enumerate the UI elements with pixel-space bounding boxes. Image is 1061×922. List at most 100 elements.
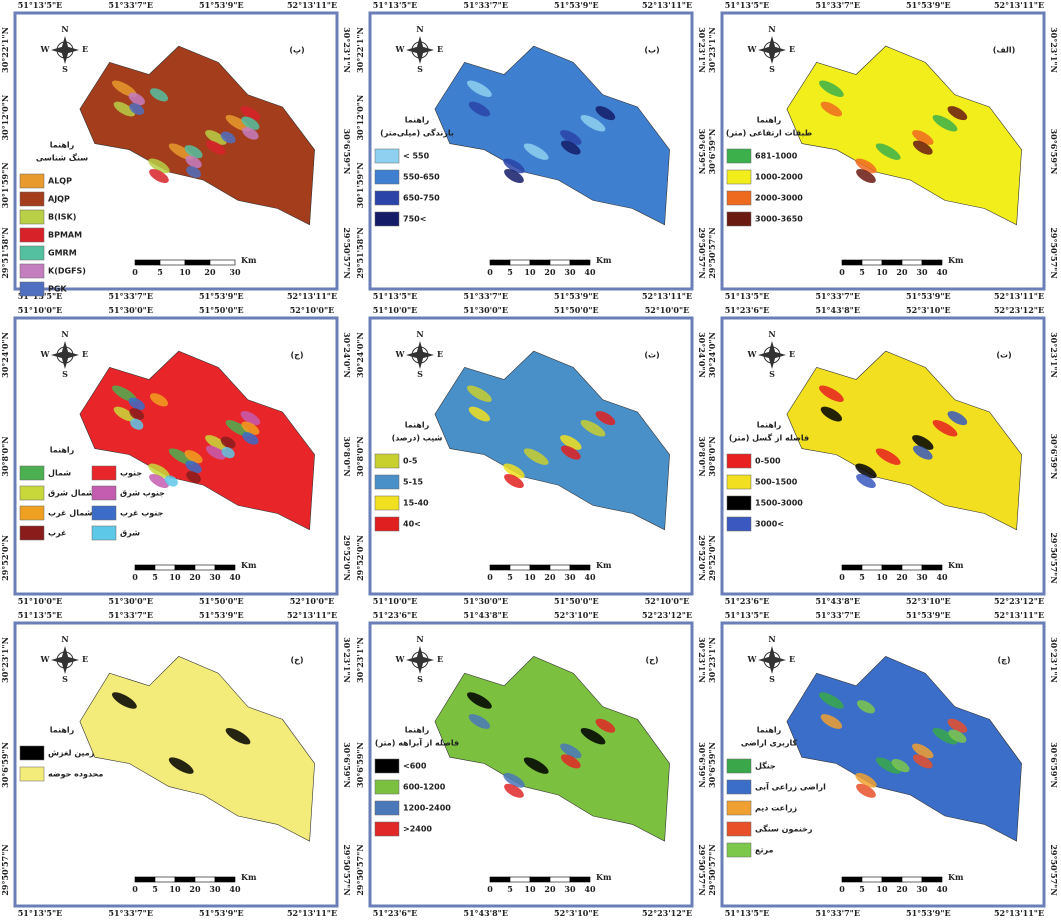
map-panel: 51°23'6"E51°43'8"E52°3'10"E52°23'12"E51°… [707,305,1059,606]
panel-letter: (ح) [645,656,658,665]
longitude-label: 51°33'7"E [463,0,508,10]
legend-swatch [727,780,751,794]
legend-title: راهنما [757,726,782,735]
legend-swatch [727,475,751,489]
legend-swatch [92,506,116,520]
scale-segment [530,565,550,570]
scale-segment [195,565,215,570]
scale-label: 10 [169,884,181,894]
scale-label: 0 [487,572,493,582]
compass-letter: S [769,64,775,74]
legend-label: ALQP [48,177,72,186]
latitude-label: 29°50'57"N [1049,844,1059,895]
legend-swatch [20,228,44,242]
legend-label: جنوب [120,469,142,478]
latitude-label: 30°12'0"N [0,95,10,141]
latitude-label: 30°8'0"N [697,436,707,476]
longitude-label: 52°13'11"E [994,610,1044,620]
scale-label: 5 [507,267,513,277]
scale-label: 5 [507,572,513,582]
longitude-label: 52°23'12"E [642,908,692,918]
longitude-label: 52°13'11"E [642,291,692,301]
legend-label: 681-1000 [755,152,798,161]
legend-swatch [727,496,751,510]
latitude-label: 30°22'1"N [0,27,10,73]
longitude-label: 51°43'8"E [463,908,508,918]
scale-label: 5 [152,884,158,894]
scale-segment [570,877,590,882]
latitude-label: 30°23'1"N [1049,637,1059,683]
longitude-label: 51°33'7"E [463,291,508,301]
latitude-label: 29°52'0"N [355,535,365,581]
compass-letter: S [62,674,68,684]
legend-label: 1500-3000 [755,499,803,508]
compass-letter: E [82,44,88,54]
compass-letter: W [747,654,758,664]
legend-swatch [20,174,44,188]
scale-segment [862,260,882,265]
scale-label: 30 [209,884,221,894]
scale-label: 30 [209,572,221,582]
legend-label: جنوب غرب [120,509,164,518]
latitude-label: 29°50'57"N [1049,532,1059,583]
map-panel: 51°13'5"E51°33'7"E51°53'9"E52°13'11"E51°… [707,610,1059,918]
legend-swatch [20,767,44,781]
scale-label: 5 [859,572,865,582]
longitude-label: 52°10'0"E [290,305,335,315]
compass-letter: W [395,349,406,359]
longitude-label: 51°10'0"E [373,305,418,315]
legend-label: 2000-3000 [755,194,803,203]
longitude-label: 51°13'5"E [18,908,63,918]
scale-segment [490,877,510,882]
scale-label: 40 [229,884,241,894]
legend-swatch [375,212,399,226]
longitude-label: 51°13'5"E [725,0,770,10]
longitude-label: 51°33'7"E [815,291,860,301]
compass-letter: N [768,24,775,34]
scale-label: 0 [487,267,493,277]
scale-label: 40 [936,884,948,894]
scale-segment [570,260,590,265]
latitude-label: 30°23'1"N [1049,27,1059,73]
latitude-label: 30°6'59"N [697,742,707,788]
compass-letter: S [417,64,423,74]
legend-swatch [20,486,44,500]
longitude-label: 52°23'12"E [994,596,1044,606]
legend-label: 0-500 [755,457,781,466]
legend-label: 1000-2000 [755,173,803,182]
map-panel: 51°13'5"E51°33'7"E51°53'9"E52°13'11"E51°… [0,0,352,301]
scale-label: 20 [544,267,556,277]
scale-label: 5 [859,884,865,894]
scale-label: 40 [584,884,596,894]
scale-label: 5 [507,884,513,894]
legend-title: بارندگی (میلی‌متر) [380,128,454,138]
longitude-label: 52°10'0"E [645,305,690,315]
legend-swatch [727,454,751,468]
scale-label: 10 [524,884,536,894]
legend-swatch [375,496,399,510]
longitude-label: 51°50'0"E [199,596,244,606]
legend-title: راهنما [405,726,430,735]
scale-segment [135,565,155,570]
longitude-label: 51°33'7"E [108,0,153,10]
latitude-label: 30°6'59"N [355,742,365,788]
latitude-label: 30°1'59"N [0,162,10,208]
longitude-label: 51°30'0"E [463,305,508,315]
scale-label: 5 [157,267,163,277]
latitude-label: 30°8'0"N [0,436,10,476]
scale-segment [550,877,570,882]
scale-segment [550,260,570,265]
compass-letter: E [789,349,795,359]
longitude-label: 52°3'10"E [554,908,599,918]
longitude-label: 52°13'11"E [287,291,337,301]
legend-label: GMRM [48,249,77,258]
legend-label: 40< [403,520,421,529]
latitude-label: 30°24'0"N [0,332,10,378]
map-panel: 51°13'5"E51°33'7"E51°53'9"E52°13'11"E51°… [0,610,352,918]
scale-label: 30 [916,572,928,582]
legend-label: شمال [48,469,71,478]
panel-letter: (پ) [289,46,304,55]
scale-label: 5 [859,267,865,277]
